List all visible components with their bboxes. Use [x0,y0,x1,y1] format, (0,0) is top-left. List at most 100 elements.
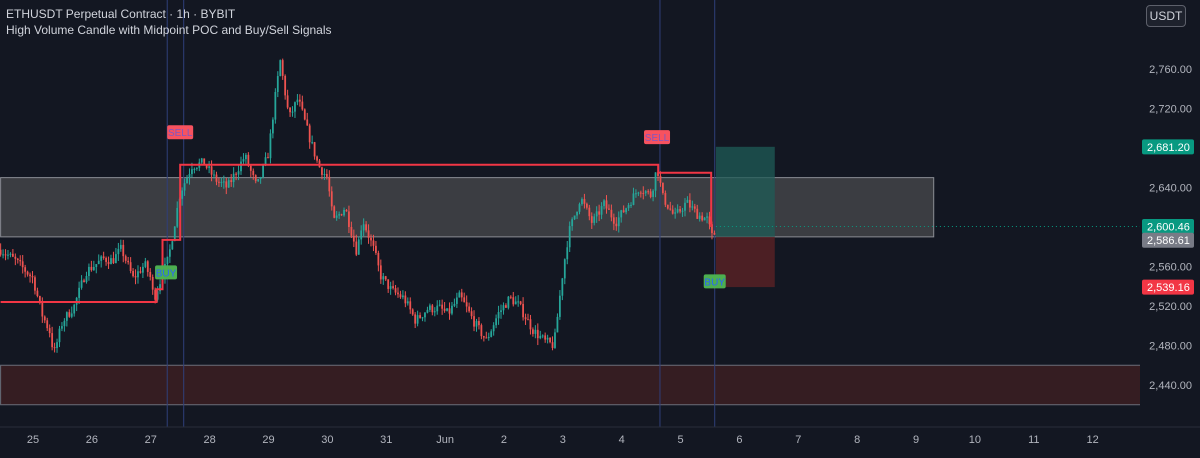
price-tag-label: 2,600.46 [1147,222,1190,234]
candle-body [247,154,250,166]
buy-signal-2: BUY [155,265,178,280]
price-tag: 2,539.16 [1142,279,1194,295]
candle-body [713,233,716,235]
x-tick-label: 30 [321,434,333,446]
candle-body [195,167,198,169]
candle-body [24,267,27,272]
candle-body [232,173,235,183]
candle-body [512,297,515,305]
candle-body [686,199,689,203]
candle-body [701,215,704,221]
candle-body [205,165,208,168]
candle-body [313,142,316,157]
candle-body [311,142,314,144]
candle-body [698,215,701,219]
candle-body [541,335,544,337]
candle-body [276,76,279,92]
candle-body [159,284,161,292]
candle-body [588,207,591,217]
candle-body [401,295,404,298]
candle-body [281,60,284,76]
x-tick-label: 26 [86,434,98,446]
candle-body [605,200,608,209]
candle-body [68,312,71,317]
candle-body [235,173,238,175]
price-tag-box [1142,279,1194,295]
candle-body [583,199,586,204]
candle-body [546,337,549,340]
candle-body [419,315,421,318]
candle-body [426,309,429,313]
candle-body [16,258,19,261]
candle-body [70,313,73,317]
candle-body [688,199,691,208]
x-tick-label: 3 [560,434,566,446]
candle-body [29,274,31,277]
candle-body [78,287,81,298]
candle-body [338,214,341,216]
candle-body [65,312,68,321]
y-tick-label: 2,760.00 [1149,64,1192,76]
candle-body [127,260,130,263]
currency-button[interactable]: USDT [1146,5,1186,27]
candle-body [284,75,287,96]
signal-box [644,130,671,145]
candle-body [151,276,154,290]
candle-body [132,270,134,277]
candle-body [220,181,223,183]
candle-body [85,276,88,283]
candle-body [416,315,419,324]
candle-body [524,317,527,320]
candle-body [97,260,100,265]
candle-body [267,157,269,159]
candle-body [576,211,578,216]
candle-body [56,342,58,349]
candle-body [259,176,262,180]
candle-body [335,215,338,218]
y-tick-label: 2,480.00 [1149,341,1192,353]
candle-body [590,216,593,223]
candle-body [294,102,296,112]
candle-body [404,295,407,304]
candle-body [492,325,495,332]
candle-body [289,107,291,113]
candle-body [453,303,456,306]
candle-body [63,320,66,327]
candle-body [34,277,36,291]
candle-body [274,91,277,120]
candle-body [48,328,51,334]
price-tag-label: 2,539.16 [1147,282,1190,294]
candle-body [122,244,125,257]
candle-body [519,301,522,304]
candle-body [137,271,139,278]
candle-body [262,164,264,177]
candle-body [301,101,304,110]
candle-body [53,347,56,349]
candle-body [556,316,559,333]
candle-body [517,301,520,303]
candle-body [227,180,230,188]
x-tick-label: 4 [619,434,625,446]
candle-body [708,216,711,225]
signal-label: BUY [704,277,725,288]
x-tick-label: 31 [380,434,392,446]
candle-body [642,192,645,194]
candle-body [352,235,355,242]
candle-body [286,95,289,108]
price-tag: 2,600.46 [1142,219,1194,235]
candle-body [649,191,652,197]
candle-body [80,280,83,288]
x-tick-label: 12 [1087,434,1099,446]
candle-body [595,211,598,217]
candle-body [669,208,672,210]
candle-body [222,181,225,183]
candle-body [507,296,510,308]
candle-body [350,226,353,236]
candle-body [119,244,122,249]
candle-body [424,312,426,318]
candle-body [31,276,34,278]
candle-body [490,331,493,337]
candle-body [443,308,446,311]
